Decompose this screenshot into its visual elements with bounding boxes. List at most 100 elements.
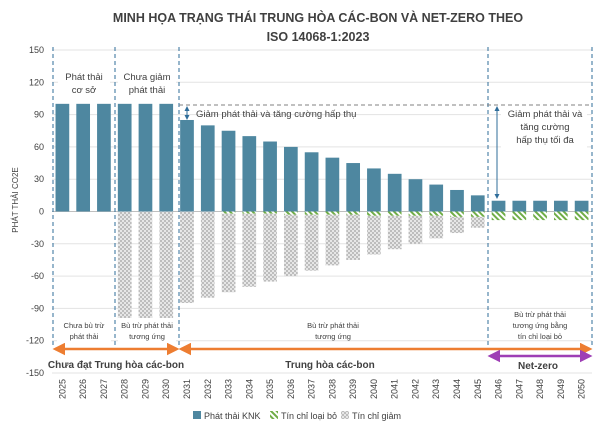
bar-emissions: [346, 163, 361, 212]
y-tick-label: 60: [34, 142, 44, 152]
bars: [55, 103, 589, 320]
bar-emissions: [76, 103, 91, 212]
legend-label-removal: Tín chỉ loại bỏ: [281, 411, 337, 421]
bar-reduction-credit: [429, 215, 444, 239]
bar-emissions: [221, 130, 236, 212]
x-tick-label: 2038: [327, 379, 337, 399]
bar-emissions: [55, 103, 70, 212]
x-tick-label: 2027: [99, 379, 109, 399]
bar-removal-credit: [533, 211, 547, 221]
bar-emissions: [180, 119, 194, 212]
x-axis-ticks: 2025 2026 2027 2028 2029 2030 2031 2032 2033 2034…: [57, 379, 586, 399]
annotation-not-reduced: Chưa giảm phát thải: [123, 72, 170, 96]
y-tick-label: -30: [31, 239, 44, 249]
bar-removal-credit: [574, 211, 589, 221]
annotation-no-offset: Chưa bù trừ phát thải: [64, 321, 105, 341]
x-tick-label: 2044: [452, 379, 462, 399]
bar-emissions: [512, 200, 527, 212]
x-tick-label: 2034: [244, 379, 254, 399]
x-tick-label: 2047: [514, 379, 524, 399]
bar-reduction-credit: [346, 214, 361, 260]
bar-removal-credit: [283, 211, 298, 215]
bar-emissions: [242, 136, 257, 212]
annotation-box-not-reduced: [118, 69, 176, 99]
y-axis-ticks: 150 120 90 60 30 0 -30 -60 -90 -120 -150: [26, 45, 44, 378]
bar-reduction-credit: [117, 211, 132, 320]
bar-reduction-credit: [304, 214, 319, 271]
bar-emissions: [408, 179, 423, 212]
x-tick-label: 2048: [535, 379, 545, 399]
bar-removal-credit: [450, 211, 464, 217]
x-tick-label: 2036: [286, 379, 296, 399]
phase-label-netzero: Net-zero: [518, 361, 558, 372]
bar-reduction-credit: [221, 213, 236, 293]
annotation-offset-equiv-1: Bù trừ phát thải tương ứng: [121, 321, 173, 341]
bar-emissions: [470, 195, 485, 212]
bar-emissions: [387, 173, 402, 212]
x-tick-label: 2030: [161, 379, 171, 399]
bar-emissions: [97, 103, 111, 212]
bar-emissions: [117, 103, 132, 212]
bar-removal-credit: [263, 211, 277, 214]
bar-reduction-credit: [408, 215, 423, 244]
x-tick-label: 2035: [265, 379, 275, 399]
bar-removal-credit: [221, 211, 236, 214]
y-tick-label: -60: [31, 271, 44, 281]
x-tick-label: 2041: [390, 379, 400, 399]
bar-reduction-credit: [180, 211, 194, 304]
y-axis-label: PHÁT THẢI CO2E: [11, 167, 20, 233]
x-tick-label: 2031: [182, 379, 192, 399]
bar-emissions: [283, 146, 298, 212]
y-tick-label: -120: [26, 336, 44, 346]
annotation-offset-equiv-2: Bù trừ phát thải tương ứng: [307, 321, 359, 341]
bar-removal-credit: [325, 211, 340, 215]
bar-emissions: [491, 200, 506, 212]
bar-emissions: [574, 200, 589, 212]
annotation-reduce-enhance: Giảm phát thải và tăng cường hấp thụ: [196, 109, 356, 120]
annotation-box-no-offset: [57, 318, 111, 344]
annotation-base: Phát thải cơ sở: [65, 72, 103, 96]
bar-emissions: [304, 152, 319, 212]
annotation-reduce-max: Giảm phát thải và tăng cường hấp thụ tối đ…: [508, 109, 583, 146]
bar-reduction-credit: [159, 211, 174, 320]
bar-reduction-credit: [242, 213, 257, 287]
bar-reduction-credit: [263, 213, 277, 282]
legend-swatch-emissions: [193, 411, 201, 419]
bar-removal-credit: [553, 211, 568, 221]
x-tick-label: 2040: [369, 379, 379, 399]
y-tick-label: 120: [29, 77, 44, 87]
phase-label-neutral: Trung hòa các-bon: [285, 360, 374, 371]
bar-emissions: [159, 103, 174, 212]
legend-label-emissions: Phát thải KNK: [204, 411, 261, 421]
y-tick-label: 0: [39, 207, 44, 217]
x-tick-label: 2045: [473, 379, 483, 399]
y-tick-label: -150: [26, 368, 44, 378]
bar-removal-credit: [470, 211, 485, 217]
x-tick-label: 2050: [577, 379, 587, 399]
x-tick-label: 2049: [556, 379, 566, 399]
bar-removal-credit: [346, 211, 361, 215]
bar-reduction-credit: [470, 216, 485, 228]
legend-swatch-removal: [270, 411, 278, 419]
x-tick-label: 2033: [224, 379, 234, 399]
x-tick-label: 2037: [307, 379, 317, 399]
x-tick-label: 2043: [431, 379, 441, 399]
bar-emissions: [553, 200, 568, 212]
bar-reduction-credit: [325, 214, 340, 266]
bar-emissions: [138, 103, 153, 212]
bar-emissions: [325, 157, 340, 212]
x-tick-label: 2032: [203, 379, 213, 399]
y-tick-label: 150: [29, 45, 44, 55]
phase-label-not-neutral: Chưa đạt Trung hòa các-bon: [48, 360, 184, 371]
y-tick-label: 90: [34, 110, 44, 120]
bar-emissions: [429, 184, 444, 212]
bar-removal-credit: [242, 211, 257, 214]
bar-removal-credit: [491, 211, 506, 221]
x-tick-label: 2029: [140, 379, 150, 399]
bar-removal-credit: [304, 211, 319, 215]
bar-removal-credit: [429, 211, 444, 216]
chart-title-line1: MINH HỌA TRẠNG THÁI TRUNG HÒA CÁC-BON VÀ…: [113, 10, 523, 25]
bar-reduction-credit: [200, 211, 215, 298]
x-tick-label: 2039: [348, 379, 358, 399]
